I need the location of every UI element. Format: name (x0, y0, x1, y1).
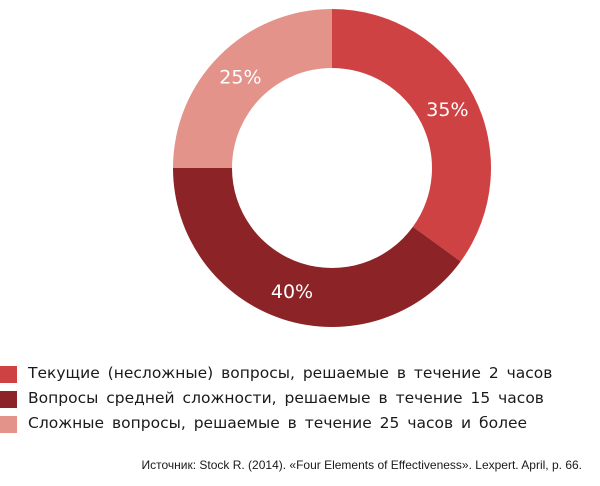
donut-slice (173, 9, 332, 168)
legend-label: Текущие (несложные) вопросы, решаемые в … (28, 364, 553, 382)
legend-label: Сложные вопросы, решаемые в течение 25 ч… (28, 414, 528, 432)
legend-swatch (0, 391, 17, 408)
data-label: 25% (219, 66, 261, 88)
donut-slice (332, 9, 491, 262)
legend-swatch (0, 366, 17, 383)
legend-label: Вопросы средней сложности, решаемые в те… (28, 389, 544, 407)
donut-slice (173, 168, 461, 327)
donut-chart: 35% 40% 25% (173, 9, 491, 327)
data-label: 35% (426, 99, 468, 121)
data-label: 40% (271, 281, 313, 303)
source-note: Источник: Stock R. (2014). «Four Element… (141, 458, 582, 472)
legend-swatch (0, 416, 17, 433)
